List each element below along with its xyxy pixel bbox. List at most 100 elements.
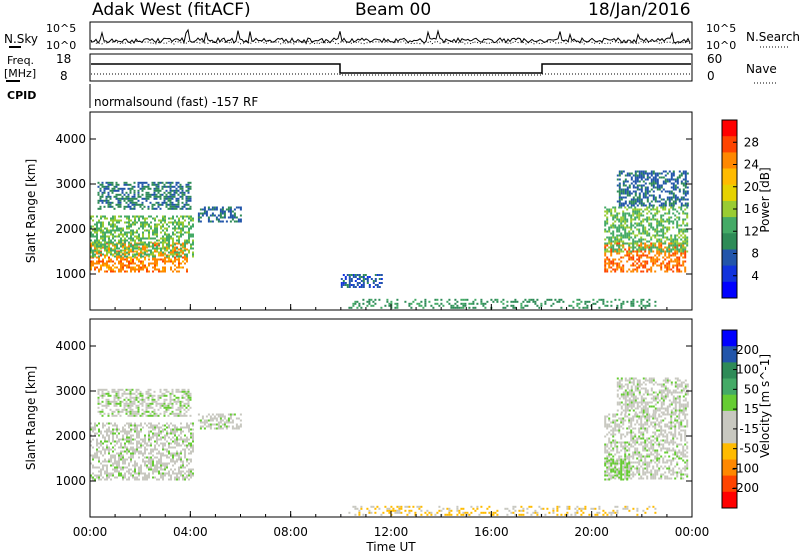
- velocity-cell: [640, 465, 643, 468]
- velocity-cell: [141, 398, 144, 401]
- velocity-cell: [604, 449, 607, 452]
- power-cell: [640, 248, 643, 251]
- velocity-cell: [150, 460, 152, 463]
- velocity-cell: [638, 415, 641, 418]
- power-cell: [142, 266, 144, 269]
- power-cell: [634, 182, 637, 185]
- velocity-cell: [164, 444, 166, 447]
- power-cell: [654, 260, 657, 263]
- power-cell: [622, 188, 625, 191]
- velocity-cell: [624, 505, 627, 508]
- power-cell: [684, 260, 687, 263]
- velocity-cell: [109, 400, 112, 403]
- power-cell: [620, 190, 623, 193]
- velocity-cell: [624, 441, 627, 444]
- power-cell: [90, 235, 92, 238]
- velocity-cell: [580, 507, 583, 510]
- power-cell: [227, 206, 230, 209]
- power-cell: [362, 276, 365, 278]
- power-cell: [644, 306, 647, 309]
- power-cell: [134, 253, 136, 256]
- power-cell: [110, 266, 112, 269]
- velocity-cell: [582, 511, 585, 514]
- velocity-cell: [102, 466, 104, 469]
- freq-tick-high: 18: [56, 52, 71, 66]
- velocity-cell: [152, 460, 154, 463]
- velocity-cell: [150, 442, 152, 445]
- power-cell: [484, 302, 487, 305]
- power-cell: [614, 298, 617, 301]
- power-cell: [616, 200, 619, 203]
- power-cell: [128, 264, 130, 267]
- velocity-cell: [215, 413, 218, 416]
- velocity-cell: [642, 463, 645, 466]
- velocity-cell: [128, 468, 130, 471]
- velocity-cell: [192, 446, 194, 449]
- power-cell: [680, 202, 683, 205]
- power-cell: [650, 188, 653, 191]
- power-cell: [624, 174, 627, 177]
- power-cell: [157, 181, 160, 184]
- power-cell: [148, 241, 150, 244]
- velocity-cell: [107, 394, 110, 397]
- power-cell: [239, 220, 242, 223]
- velocity-cell: [634, 435, 637, 438]
- power-cell: [620, 248, 623, 251]
- velocity-cell: [186, 440, 188, 443]
- power-cell: [99, 197, 102, 200]
- power-cell: [188, 229, 190, 232]
- power-cell: [366, 280, 369, 282]
- power-cell: [167, 191, 170, 194]
- power-cell: [678, 230, 681, 233]
- power-cell: [470, 302, 473, 305]
- power-cell: [608, 208, 611, 211]
- velocity-cell: [153, 398, 156, 401]
- power-cell: [158, 247, 160, 250]
- power-cell: [660, 222, 663, 225]
- power-cell: [658, 234, 661, 237]
- power-cell: [640, 198, 643, 201]
- power-cell: [132, 233, 134, 236]
- power-cell: [170, 260, 172, 263]
- velocity-cell: [642, 437, 645, 440]
- velocity-cell: [221, 413, 224, 416]
- velocity-cell: [138, 478, 140, 481]
- nave-tick-high: 60: [707, 52, 722, 66]
- power-cell: [654, 186, 657, 189]
- power-cell: [125, 205, 128, 208]
- power-cell: [620, 306, 623, 309]
- power-cell: [188, 235, 190, 238]
- power-cell: [129, 205, 132, 208]
- power-cell: [151, 193, 154, 196]
- power-cell: [152, 253, 154, 256]
- power-cell: [624, 220, 627, 223]
- velocity-cell: [634, 433, 637, 436]
- velocity-cell: [148, 436, 150, 439]
- velocity-cell: [630, 473, 633, 476]
- velocity-cell: [174, 468, 176, 471]
- power-cell: [184, 241, 186, 244]
- power-cell: [211, 208, 214, 211]
- power-cell: [340, 282, 343, 284]
- power-cell: [664, 200, 667, 203]
- velocity-cell: [97, 402, 100, 405]
- power-cell: [680, 180, 683, 183]
- power-cell: [179, 207, 182, 210]
- power-cell: [90, 233, 92, 236]
- velocity-cell: [478, 513, 481, 516]
- velocity-cell: [183, 414, 186, 417]
- power-cell: [120, 268, 122, 271]
- power-cell: [630, 218, 633, 221]
- velocity-cell: [172, 430, 174, 433]
- velocity-cell: [97, 410, 100, 413]
- power-cell: [686, 190, 689, 193]
- power-cell: [231, 218, 234, 221]
- power-cell: [114, 251, 116, 254]
- velocity-cell: [120, 444, 122, 447]
- power-cell: [618, 190, 621, 193]
- power-cell: [138, 260, 140, 263]
- power-cell: [610, 244, 613, 247]
- power-cell: [654, 218, 657, 221]
- power-cell: [188, 251, 190, 254]
- velocity-cell: [448, 509, 451, 512]
